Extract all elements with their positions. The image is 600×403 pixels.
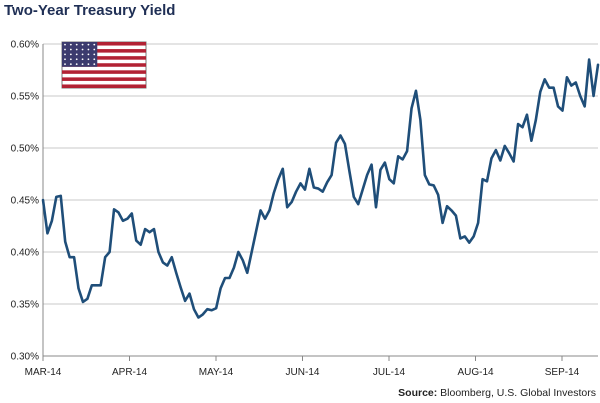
source-text: Bloomberg, U.S. Global Investors — [440, 387, 596, 399]
tick-labels: 0.30% 0.35% 0.40% 0.45% 0.50% 0.55% 0.60% MAR-1… — [11, 40, 580, 379]
flag-star — [69, 53, 72, 56]
flag-star — [93, 43, 96, 46]
flag-star — [69, 48, 72, 51]
flag-star — [81, 63, 84, 66]
y-tick-label: 0.40% — [11, 248, 39, 259]
flag-stripe — [62, 49, 146, 53]
flag-star — [64, 48, 66, 51]
flag-star — [87, 53, 90, 56]
flag-stripe — [62, 70, 146, 74]
flag-star — [87, 43, 90, 46]
x-tick-label: APR-14 — [112, 367, 147, 378]
flag-star — [93, 48, 96, 51]
flag-star — [64, 53, 66, 56]
flag-star — [69, 43, 72, 46]
x-tick-label: JUN-14 — [286, 367, 320, 378]
x-tick-label: AUG-14 — [457, 367, 494, 378]
flag-star — [69, 63, 72, 66]
flag-star — [93, 53, 96, 56]
series-layer — [41, 58, 600, 319]
series-line — [41, 58, 600, 319]
flag-star — [93, 63, 96, 66]
flag-star — [75, 48, 78, 51]
flag-star — [93, 58, 96, 61]
y-tick-label: 0.30% — [11, 352, 39, 363]
flag-star — [81, 48, 84, 51]
flag-stripe — [62, 77, 146, 81]
y-tick-label: 0.60% — [11, 40, 39, 51]
flag-star — [64, 58, 66, 61]
flag-star — [75, 43, 78, 46]
x-tick-label: SEP-14 — [545, 367, 580, 378]
y-tick-label: 0.50% — [11, 144, 39, 155]
flag-star — [75, 58, 78, 61]
flag-star — [81, 58, 84, 61]
flag-stripe — [62, 42, 146, 46]
flag-star — [64, 63, 66, 66]
source-label: Source: — [398, 387, 438, 399]
flag-stripe — [62, 56, 146, 60]
flag-star — [81, 53, 84, 56]
axes — [42, 44, 598, 361]
chart-title: Two-Year Treasury Yield — [4, 2, 176, 19]
flag-star — [87, 63, 90, 66]
flag-star — [81, 43, 84, 46]
flag-star — [75, 53, 78, 56]
us-flag-icon — [61, 41, 147, 89]
chart-source: Source: Bloomberg, U.S. Global Investors — [398, 387, 596, 399]
flag-canton — [62, 42, 98, 67]
y-tick-label: 0.35% — [11, 300, 39, 311]
flag-star — [87, 58, 90, 61]
flag-star — [69, 58, 72, 61]
x-tick-label: MAY-14 — [199, 367, 234, 378]
flag-stripe — [62, 84, 146, 88]
flag-star — [64, 43, 66, 46]
y-tick-label: 0.45% — [11, 196, 39, 207]
x-tick-label: MAR-14 — [25, 367, 62, 378]
flag-stripe — [62, 63, 146, 67]
flag-star — [75, 63, 78, 66]
flag-star — [87, 48, 90, 51]
x-tick-label: JUL-14 — [373, 367, 406, 378]
y-tick-label: 0.55% — [11, 92, 39, 103]
